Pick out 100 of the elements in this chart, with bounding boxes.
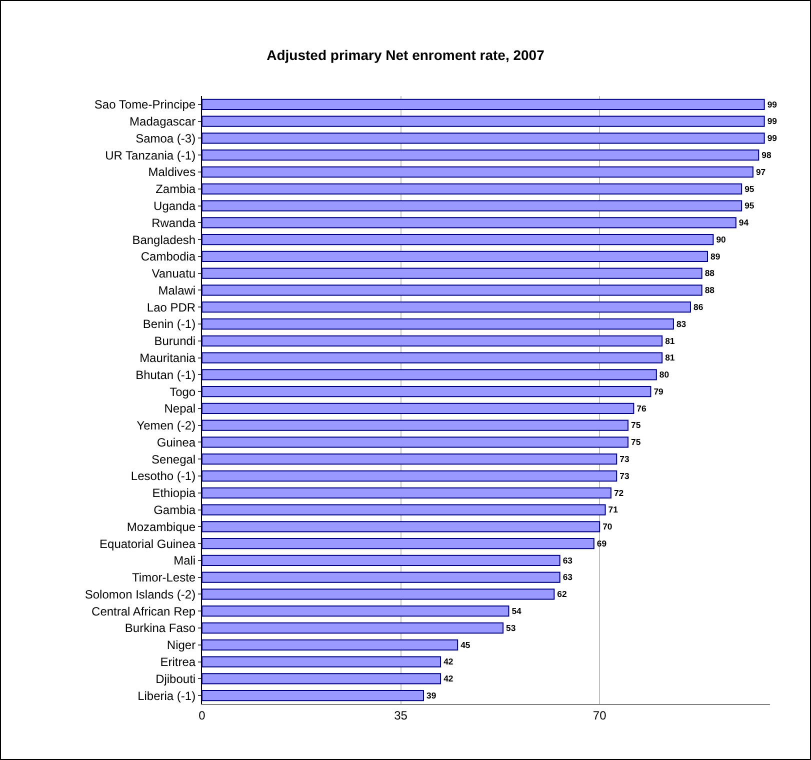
bar (202, 352, 663, 364)
bar (202, 588, 555, 600)
bar (202, 436, 628, 448)
y-tick-label: Eritrea (160, 654, 196, 669)
data-label: 75 (631, 437, 641, 448)
bar (202, 504, 606, 516)
y-tick-label: Vanuatu (152, 266, 196, 281)
bar (202, 150, 760, 161)
y-tick-label: Nepal (164, 402, 196, 416)
bar (202, 284, 702, 296)
y-tick-label: Burundi (154, 334, 196, 348)
bar (202, 335, 663, 346)
bar (202, 402, 634, 414)
data-label: 63 (562, 555, 573, 566)
data-label: 80 (659, 370, 670, 380)
data-label: 39 (426, 690, 436, 700)
y-tick-label: Mauritania (140, 350, 196, 365)
bar (202, 470, 618, 482)
y-tick-label: Niger (166, 638, 196, 652)
y-tick-label: Togo (170, 384, 196, 399)
y-tick-label: Mali (174, 554, 196, 568)
data-label: 42 (444, 674, 454, 684)
chart-title: Adjusted primary Net enroment rate, 2007 (266, 47, 545, 64)
bar (202, 639, 458, 650)
y-tick-label: Bangladesh (132, 232, 196, 247)
data-label: 71 (608, 504, 618, 515)
y-tick-label: Benin (-1) (142, 317, 196, 332)
data-label: 99 (767, 133, 778, 144)
data-label: 81 (665, 352, 675, 363)
data-label: 94 (738, 218, 749, 228)
bar (202, 572, 560, 583)
data-label: 72 (614, 488, 624, 498)
y-tick-label: Cambodia (140, 250, 196, 264)
bar (202, 217, 736, 228)
data-label: 79 (654, 386, 664, 396)
y-tick-label: Maldives (148, 165, 196, 180)
bar (202, 656, 442, 668)
bar (202, 116, 765, 127)
y-tick-label: Senegal (152, 452, 196, 466)
data-label: 70 (602, 522, 612, 532)
data-label: 76 (636, 403, 647, 414)
y-tick-label: Solomon Islands (-2) (84, 587, 196, 602)
data-label: 95 (744, 184, 754, 194)
bar (202, 302, 691, 313)
y-tick-label: Samoa (-3) (136, 131, 196, 146)
data-label: 83 (676, 318, 686, 329)
y-tick-label: Equatorial Guinea (100, 536, 196, 551)
data-label: 62 (557, 589, 567, 600)
y-tick-label: Lao PDR (146, 300, 196, 314)
data-label: 98 (762, 150, 772, 160)
x-tick-label: 70 (592, 708, 607, 722)
data-label: 42 (444, 656, 454, 667)
y-tick-label: Madagascar (130, 114, 196, 129)
bar (202, 487, 612, 498)
data-label: 97 (756, 166, 766, 177)
y-tick-label: Timor-Leste (132, 570, 196, 585)
y-tick-label: Gambia (154, 502, 196, 517)
y-tick-label: Djibouti (156, 672, 196, 686)
y-tick-label: Sao Tome-Principe (94, 98, 196, 112)
y-tick-label: Central African Rep (92, 604, 196, 618)
bar (202, 166, 754, 178)
bar (202, 673, 442, 684)
bar (202, 554, 560, 566)
data-label: 54 (512, 606, 522, 616)
bar (202, 98, 765, 110)
y-tick-label: Liberia (-1) (138, 688, 196, 703)
data-label: 99 (767, 99, 778, 110)
bar (202, 454, 618, 465)
bar (202, 200, 742, 212)
data-label: 45 (460, 640, 470, 650)
y-tick-label: Mozambique (126, 520, 196, 534)
bar (202, 132, 765, 144)
bar (202, 250, 708, 262)
bar (202, 690, 424, 702)
bar (202, 386, 652, 398)
data-label: 89 (710, 251, 720, 262)
x-tick-label: 0 (198, 708, 206, 722)
y-tick-label: Ethiopia (152, 486, 196, 500)
data-label: 90 (716, 234, 726, 244)
y-tick-label: Yemen (-2) (136, 418, 196, 433)
data-label: 69 (596, 538, 607, 548)
bar (202, 622, 504, 634)
bar (202, 420, 628, 431)
bar (202, 521, 600, 532)
bar (202, 369, 657, 380)
data-label: 88 (704, 285, 715, 296)
data-label: 86 (693, 302, 704, 312)
data-label: 88 (704, 268, 715, 278)
data-label: 99 (767, 116, 778, 126)
y-tick-label: Burkina Faso (124, 621, 196, 636)
data-label: 53 (506, 622, 516, 633)
data-label: 63 (562, 572, 573, 582)
bar (202, 268, 702, 279)
bar (202, 538, 594, 550)
y-tick-label: Malawi (158, 283, 196, 298)
bar (202, 183, 742, 194)
data-label: 95 (744, 200, 754, 211)
bar (202, 318, 674, 330)
y-tick-label: Uganda (154, 198, 196, 213)
data-label: 73 (620, 454, 630, 464)
